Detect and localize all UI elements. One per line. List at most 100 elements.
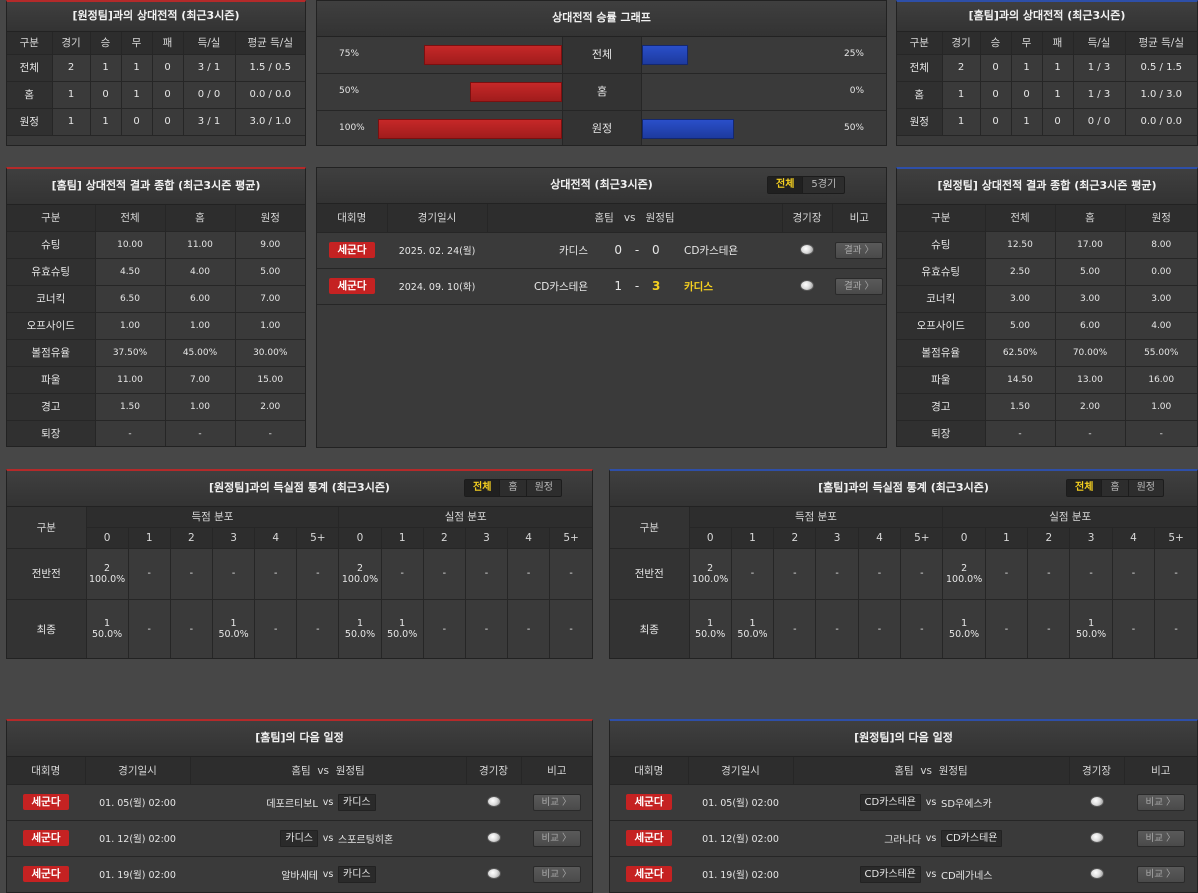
row-label: 전반전	[7, 548, 87, 600]
away-team: CD카스테욘	[682, 232, 783, 269]
dist-cell: 1 50.0%	[1069, 599, 1113, 658]
league-badge[interactable]: 세군다	[625, 794, 673, 810]
compare-button[interactable]: 비교 〉	[1136, 829, 1185, 847]
col-header: 비고	[1124, 757, 1197, 785]
dist-cell: -	[900, 599, 944, 658]
cell-value: 13.00	[1055, 366, 1126, 394]
table-row: 코너킥 6.50 6.00 7.00	[7, 285, 305, 313]
match-date: 2024. 09. 10(화)	[387, 268, 487, 305]
venue-ball-icon[interactable]	[486, 796, 501, 808]
cell-value: 1	[1042, 54, 1074, 82]
venue-ball-icon[interactable]	[1089, 868, 1104, 880]
match-filter-tabs: 전체 5경기	[767, 176, 846, 194]
row-label: 파울	[7, 366, 96, 394]
tab-all[interactable]: 전체	[768, 177, 804, 193]
cell-value: 1.00	[1125, 393, 1197, 421]
compare-button[interactable]: 비교 〉	[1136, 865, 1185, 883]
match-row: 세군다 2025. 02. 24(월) 카디스 0 - 0 CD카스테욘 결과 …	[317, 232, 886, 269]
result-button[interactable]: 결과 〉	[835, 241, 883, 259]
compare-button[interactable]: 비교 〉	[1136, 793, 1185, 811]
tab-last5[interactable]: 5경기	[811, 179, 837, 190]
panel-title: [원정팀]의 다음 일정	[610, 721, 1197, 757]
league-badge[interactable]: 세군다	[328, 278, 376, 294]
tab-away[interactable]: 원정	[534, 482, 554, 493]
result-button[interactable]: 결과 〉	[835, 277, 883, 295]
left-bar	[378, 119, 562, 139]
percent-value: 50.0%	[218, 629, 249, 640]
league-badge[interactable]: 세군다	[22, 866, 70, 882]
dist-cell: -	[900, 548, 944, 600]
cell-value: 6.00	[165, 285, 236, 313]
count-value: -	[877, 623, 882, 635]
home-score: 0	[592, 232, 622, 269]
dist-cell: -	[549, 548, 592, 600]
count-value: -	[793, 623, 797, 635]
col-header: 경기일시	[85, 757, 191, 785]
cell-value: 55.00%	[1125, 339, 1197, 367]
panel-title: [홈팀]과의 상대전적 (최근3시즌)	[897, 2, 1197, 32]
dist-cell: 1 50.0%	[731, 599, 775, 658]
venue-ball-icon[interactable]	[486, 868, 501, 880]
goal-count-header: 5+	[549, 527, 592, 549]
graph-row: 50% 홈 0%	[317, 74, 886, 111]
venue-ball-icon[interactable]	[800, 280, 815, 292]
venue-ball-icon[interactable]	[800, 244, 815, 256]
cell-value: 70.00%	[1055, 339, 1126, 367]
row-label: 원정	[562, 111, 642, 145]
goal-count-header: 5+	[900, 527, 944, 549]
away-header: 원정팀	[645, 212, 675, 225]
cell-value: 12.50	[985, 231, 1056, 259]
league-badge[interactable]: 세군다	[22, 830, 70, 846]
dist-cell: -	[254, 599, 298, 658]
tab-home[interactable]: 홈	[1102, 480, 1129, 496]
vs-header: vs	[920, 764, 933, 777]
tab-away[interactable]: 원정	[1136, 482, 1156, 493]
col-header: 경기장	[782, 204, 833, 233]
schedule-table: 대회명 경기일시 홈팀 vs 원정팀 경기장 비고 세군다 01. 05(월) 02:00…	[7, 757, 592, 892]
venue-ball-icon[interactable]	[1089, 832, 1104, 844]
league-badge[interactable]: 세군다	[625, 830, 673, 846]
row-label: 유효슈팅	[897, 258, 986, 286]
table-row: 퇴장 - - -	[897, 420, 1197, 446]
dist-cell: -	[296, 548, 340, 600]
row-label: 슈팅	[7, 231, 96, 259]
tab-home[interactable]: 홈	[500, 480, 527, 496]
cell-value: 0.0 / 0.0	[235, 81, 305, 109]
venue-ball-icon[interactable]	[486, 832, 501, 844]
venue-ball-icon[interactable]	[1089, 796, 1104, 808]
dist-cell: -	[507, 548, 551, 600]
goal-filter-tabs: 전체 홈 원정	[1066, 479, 1165, 497]
dist-cell: -	[858, 548, 902, 600]
compare-button[interactable]: 비교 〉	[532, 865, 581, 883]
goal-count-header: 2	[1027, 527, 1071, 549]
dist-cell: -	[170, 548, 213, 600]
count-value: 1	[104, 618, 111, 629]
home-header: 홈팀	[594, 212, 614, 225]
table-row: 전반전 2 100.0% - - - - -2 100.0% - - - - -	[610, 548, 1197, 600]
panel-title: [원정팀] 상대전적 결과 종합 (최근3시즌 평균)	[897, 169, 1197, 205]
league-badge[interactable]: 세군다	[328, 242, 376, 258]
league-badge[interactable]: 세군다	[625, 866, 673, 882]
goal-count-header: 0	[942, 527, 986, 549]
cell-value: 0.00	[1125, 258, 1197, 286]
count-value: -	[147, 568, 151, 579]
tab-all[interactable]: 전체	[1067, 480, 1103, 496]
count-value: -	[1131, 568, 1136, 579]
compare-button[interactable]: 비교 〉	[532, 829, 581, 847]
compare-button[interactable]: 비교 〉	[532, 793, 581, 811]
dist-cell: -	[128, 548, 171, 600]
league-badge[interactable]: 세군다	[22, 794, 70, 810]
count-value: -	[484, 623, 489, 635]
cell-value: 1.00	[95, 312, 166, 340]
row-label: 경고	[7, 393, 96, 421]
cell-value: 0	[90, 81, 122, 109]
goal-count-header: 4	[858, 527, 902, 549]
count-value: 1	[356, 618, 364, 629]
row-label: 홈	[7, 81, 53, 109]
dist-cell: -	[423, 548, 466, 600]
tab-all[interactable]: 전체	[465, 480, 501, 496]
home-next-schedule-panel: [홈팀]의 다음 일정 대회명 경기일시 홈팀 vs 원정팀 경기장 비고 세군다 01.…	[6, 719, 593, 893]
cell-value: 1	[121, 54, 153, 82]
